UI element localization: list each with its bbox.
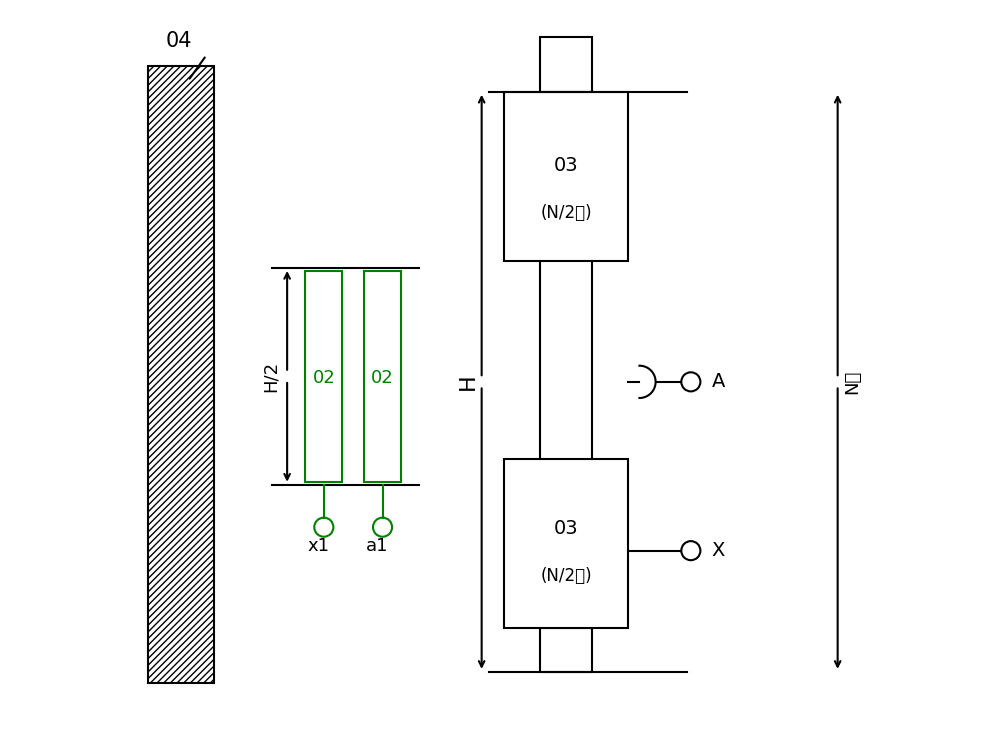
Bar	[540, 628, 592, 672]
Text: H: H	[458, 374, 478, 390]
Text: x1: x1	[308, 536, 330, 554]
Text: A: A	[711, 372, 725, 391]
Text: H/2: H/2	[262, 361, 280, 392]
Text: a1: a1	[366, 536, 389, 554]
Bar	[305, 271, 342, 482]
Text: 04: 04	[166, 31, 193, 50]
Bar	[504, 459, 628, 628]
Bar	[540, 37, 592, 92]
Text: 03: 03	[554, 519, 578, 538]
Text: 02: 02	[312, 369, 335, 387]
Bar	[148, 66, 214, 683]
Bar	[504, 92, 628, 261]
Text: X: X	[711, 542, 725, 560]
Text: (N/2段): (N/2段)	[540, 567, 592, 586]
Text: N段: N段	[843, 370, 861, 394]
Text: 03: 03	[554, 156, 578, 175]
Text: (N/2段): (N/2段)	[540, 204, 592, 222]
Text: 02: 02	[371, 369, 394, 387]
Bar	[364, 271, 401, 482]
